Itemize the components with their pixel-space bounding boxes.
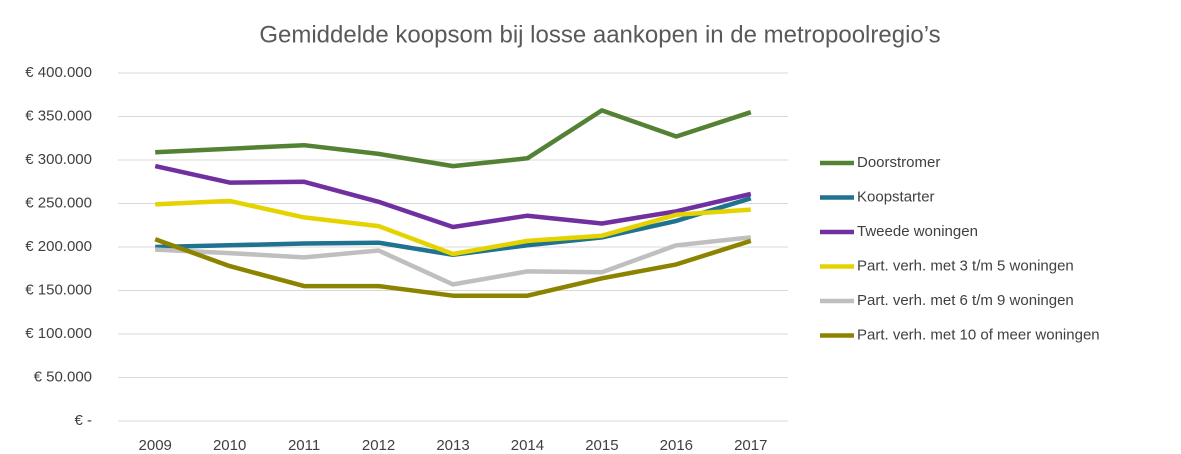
x-tick-label: 2011 xyxy=(288,437,320,454)
y-tick-label: € 100.000 xyxy=(25,325,92,342)
line-series xyxy=(155,198,751,257)
legend-label: Tweede woningen xyxy=(857,223,978,240)
y-tick-label: € 250.000 xyxy=(25,194,92,211)
legend-label: Part. verh. met 6 t/m 9 woningen xyxy=(857,292,1074,309)
line-series xyxy=(154,237,752,298)
legend-label: Doorstromer xyxy=(857,154,940,171)
legend-label: Part. verh. met 10 of meer woningen xyxy=(857,326,1100,343)
legend-label: Part. verh. met 3 t/m 5 woningen xyxy=(857,257,1074,274)
x-tick-label: 2009 xyxy=(139,437,172,454)
x-tick-label: 2014 xyxy=(511,437,544,454)
y-tick-label: € 350.000 xyxy=(25,107,92,124)
x-tick-label: 2013 xyxy=(436,437,469,454)
chart-title: Gemiddelde koopsom bij losse aankopen in… xyxy=(259,21,940,48)
x-tick-label: 2017 xyxy=(734,437,767,454)
line-series xyxy=(155,235,752,287)
line-series xyxy=(155,108,752,169)
y-tick-label: € 150.000 xyxy=(25,281,92,298)
y-tick-label: € 50.000 xyxy=(34,368,92,385)
y-tick-label: € 300.000 xyxy=(25,151,92,168)
x-tick-label: 2016 xyxy=(660,437,693,454)
x-tick-label: 2012 xyxy=(362,437,395,454)
y-tick-label: € 200.000 xyxy=(25,238,92,255)
x-tick-label: 2015 xyxy=(585,437,618,454)
legend-label: Koopstarter xyxy=(857,188,935,205)
y-tick-label: € 400.000 xyxy=(25,64,92,81)
x-tick-label: 2010 xyxy=(213,437,246,454)
line-series xyxy=(154,163,752,230)
y-tick-label: € - xyxy=(74,412,92,429)
